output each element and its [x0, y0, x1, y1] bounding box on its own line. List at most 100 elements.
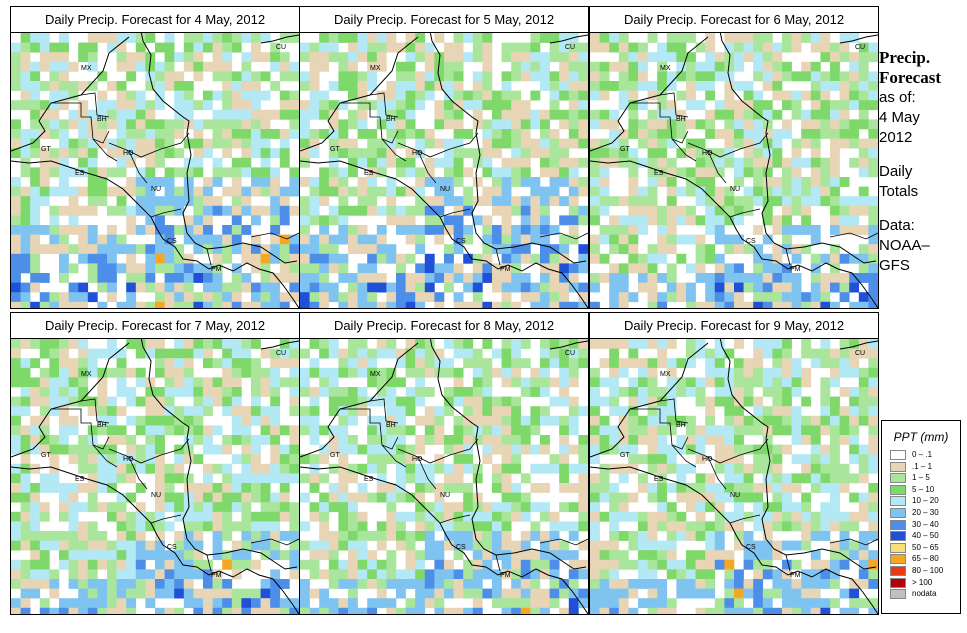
legend-item: 50 – 65	[882, 542, 960, 554]
country-label: MX	[660, 371, 671, 378]
legend-label: 50 – 65	[912, 542, 939, 552]
panel-title: Daily Precip. Forecast for 8 May, 2012	[300, 313, 588, 339]
country-label: CU	[565, 350, 575, 357]
country-label: GT	[41, 146, 51, 153]
legend-label: 1 – 5	[912, 473, 930, 483]
country-label: GT	[330, 452, 340, 459]
pacific-coast	[300, 160, 588, 308]
country-label: CU	[276, 44, 286, 51]
legend-swatch	[890, 484, 906, 495]
legend-label: 10 – 20	[912, 496, 939, 506]
country-label: PM	[790, 572, 801, 579]
legend-label: nodata	[912, 589, 937, 599]
precip-grid	[300, 33, 588, 308]
legend-label: 65 – 80	[912, 554, 939, 564]
country-label: CS	[746, 544, 756, 551]
pacific-coast	[11, 466, 299, 614]
asof-date: 4 May	[879, 109, 920, 126]
data-source-2: GFS	[879, 257, 910, 274]
legend-swatch	[890, 507, 906, 518]
legend-label: > 100	[912, 577, 933, 587]
pacific-coast	[590, 466, 878, 614]
pacific-coast	[300, 466, 588, 614]
country-label: GT	[330, 146, 340, 153]
country-label: PM	[500, 266, 511, 273]
legend-item: 0 – .1	[882, 449, 960, 461]
totals-label: Totals	[879, 183, 919, 200]
forecast-panel-3: Daily Precip. Forecast for 6 May, 2012 M…	[589, 6, 879, 309]
cuba-coast	[260, 340, 299, 350]
country-label: NU	[151, 492, 161, 499]
precip-map: MX BH GT HO ES NU CS PM CU	[590, 339, 878, 614]
precip-grid	[590, 33, 878, 308]
country-label: CU	[565, 44, 575, 51]
country-borders	[630, 92, 878, 266]
legend-item: 20 – 30	[882, 507, 960, 519]
cuba-coast	[549, 34, 588, 44]
country-label: CS	[746, 238, 756, 245]
country-label: CS	[456, 544, 466, 551]
country-label: NU	[440, 492, 450, 499]
country-label: MX	[81, 65, 92, 72]
country-label: ES	[75, 170, 85, 177]
country-borders	[630, 398, 878, 572]
country-label: MX	[81, 371, 92, 378]
country-label: HO	[702, 456, 713, 463]
country-label: PM	[500, 572, 511, 579]
side-title-line2: Forecast	[879, 68, 941, 87]
legend-swatch	[890, 496, 906, 507]
country-label: CS	[456, 238, 466, 245]
country-label: ES	[654, 476, 664, 483]
country-label: BH	[676, 422, 686, 429]
precip-map-svg: MX BH GT HO ES NU CS PM CU	[590, 339, 878, 614]
legend-item: 1 – 5	[882, 472, 960, 484]
forecast-panel-1: Daily Precip. Forecast for 4 May, 2012 M…	[10, 6, 300, 309]
pacific-coast	[590, 160, 878, 308]
precip-map-svg: MX BH GT HO ES NU CS PM CU	[300, 33, 588, 308]
country-label: PM	[211, 572, 222, 579]
data-label: Data:	[879, 217, 915, 234]
country-label: NU	[151, 186, 161, 193]
precip-map-svg: MX BH GT HO ES NU CS PM CU	[11, 33, 299, 308]
forecast-panel-5: Daily Precip. Forecast for 8 May, 2012 M…	[299, 312, 589, 615]
country-label: BH	[97, 116, 107, 123]
country-borders	[51, 398, 299, 572]
legend-label: 30 – 40	[912, 519, 939, 529]
legend-swatch	[890, 554, 906, 565]
country-label: HO	[702, 150, 713, 157]
precip-map: MX BH GT HO ES NU CS PM CU	[11, 33, 299, 308]
legend-item: nodata	[882, 588, 960, 600]
forecast-panel-6: Daily Precip. Forecast for 9 May, 2012 M…	[589, 312, 879, 615]
precip-map-svg: MX BH GT HO ES NU CS PM CU	[11, 339, 299, 614]
country-label: HO	[412, 456, 423, 463]
country-borders	[340, 398, 588, 572]
legend-swatch	[890, 565, 906, 576]
country-label: NU	[730, 492, 740, 499]
legend-label: .1 – 1	[912, 461, 933, 471]
country-label: GT	[41, 452, 51, 459]
asof-year: 2012	[879, 129, 913, 146]
legend-item: 30 – 40	[882, 519, 960, 531]
precip-grid	[300, 339, 588, 614]
panel-title: Daily Precip. Forecast for 6 May, 2012	[590, 7, 878, 33]
legend-swatch	[890, 461, 906, 472]
cuba-coast	[549, 340, 588, 350]
legend-label: 0 – .1	[912, 450, 933, 459]
legend-swatch	[890, 542, 906, 553]
cuba-coast	[839, 340, 878, 350]
forecast-panel-2: Daily Precip. Forecast for 5 May, 2012 M…	[299, 6, 589, 309]
precip-map: MX BH GT HO ES NU CS PM CU	[590, 33, 878, 308]
country-label: HO	[123, 456, 134, 463]
cuba-coast	[260, 34, 299, 44]
legend-swatch	[890, 473, 906, 484]
country-label: BH	[97, 422, 107, 429]
country-label: HO	[123, 150, 134, 157]
precip-map: MX BH GT HO ES NU CS PM CU	[11, 339, 299, 614]
asof-label: as of:	[879, 89, 916, 106]
panel-title: Daily Precip. Forecast for 5 May, 2012	[300, 7, 588, 33]
legend-item: 40 – 50	[882, 530, 960, 542]
legend-swatch	[890, 450, 906, 460]
legend-item: 5 – 10	[882, 484, 960, 496]
panel-title: Daily Precip. Forecast for 9 May, 2012	[590, 313, 878, 339]
